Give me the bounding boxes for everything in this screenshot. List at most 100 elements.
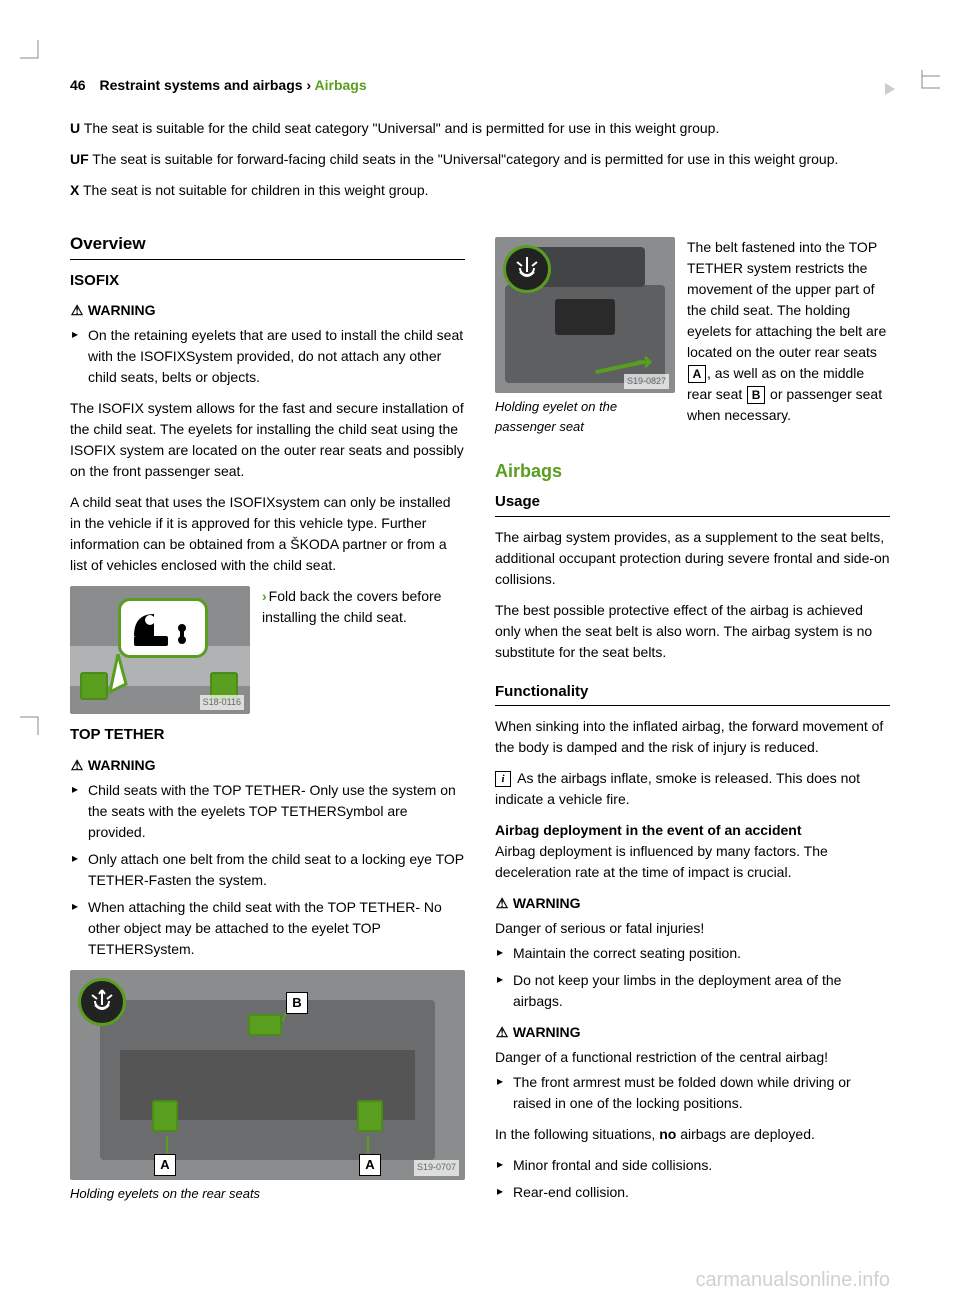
page-arrow-icon: [885, 83, 895, 95]
warning-list: Maintain the correct seating position. D…: [495, 943, 890, 1012]
marker-a: A: [154, 1154, 176, 1176]
definition-uf: UF The seat is suitable for forward-faci…: [70, 149, 890, 170]
def-x-label: X: [70, 182, 79, 198]
usage-para: The airbag system provides, as a supplem…: [495, 527, 890, 590]
warning-list: The front armrest must be folded down wh…: [495, 1072, 890, 1114]
chevron-icon: ›: [262, 588, 267, 604]
isofix-para: The ISOFIX system allows for the fast an…: [70, 398, 465, 482]
figure-row: S18-0116 ›Fold back the covers before in…: [70, 586, 465, 714]
definitions-block: U The seat is suitable for the child sea…: [70, 118, 890, 201]
info-icon: i: [495, 771, 511, 787]
top-tether-heading: TOP TETHER: [70, 724, 465, 747]
section-title: Airbags: [315, 77, 367, 93]
inline-marker-b: B: [747, 386, 765, 404]
page-number: 46: [70, 77, 86, 93]
warning-label: WARNING: [513, 895, 581, 911]
list-item: Only attach one belt from the child seat…: [70, 849, 465, 891]
figure-caption: Holding eyelet on the passenger seat: [495, 397, 675, 436]
inline-marker-a: A: [688, 365, 706, 383]
figure-code: S19-0827: [624, 374, 669, 390]
no-airbag-list: Minor frontal and side collisions. Rear-…: [495, 1155, 890, 1203]
divider: [495, 705, 890, 706]
warning-triangle-icon: ⚠: [495, 1022, 509, 1043]
warning-intro: Danger of a functional restriction of th…: [495, 1047, 890, 1068]
tether-anchor-icon: [503, 245, 551, 293]
no-airbag-text-2: airbags are deployed.: [676, 1126, 815, 1142]
list-item: Child seats with the TOP TETHER- Only us…: [70, 780, 465, 843]
warning-heading: ⚠ WARNING: [495, 1022, 890, 1043]
def-uf-text: The seat is suitable for forward-facing …: [89, 151, 839, 167]
overview-heading: Overview: [70, 231, 465, 257]
definition-x: X The seat is not suitable for children …: [70, 180, 890, 201]
warning-label: WARNING: [513, 1024, 581, 1040]
left-column: Overview ISOFIX ⚠ WARNING On the retaini…: [70, 231, 465, 1215]
list-item: The front armrest must be folded down wh…: [495, 1072, 890, 1114]
list-item: When attaching the child seat with the T…: [70, 897, 465, 960]
rear-seat-eyelets-figure: A A B S19-0707: [70, 970, 465, 1180]
info-text: As the airbags inflate, smoke is release…: [495, 770, 860, 807]
top-tether-warning-list: Child seats with the TOP TETHER- Only us…: [70, 780, 465, 960]
isofix-heading: ISOFIX: [70, 270, 465, 293]
isofix-cover-figure: S18-0116: [70, 586, 250, 714]
no-airbag-intro: In the following situations, no airbags …: [495, 1124, 890, 1145]
divider: [70, 259, 465, 260]
divider: [495, 516, 890, 517]
crop-mark-icon: [20, 711, 44, 735]
deployment-block: Airbag deployment in the event of an acc…: [495, 820, 890, 883]
callout-tail: [108, 654, 128, 694]
breadcrumb-separator: ›: [306, 77, 311, 93]
definition-u: U The seat is suitable for the child sea…: [70, 118, 890, 139]
deployment-text: Airbag deployment is influenced by many …: [495, 843, 828, 880]
figure-side-text: ›Fold back the covers before installing …: [262, 586, 465, 628]
crop-mark-icon: [916, 70, 940, 94]
def-uf-label: UF: [70, 151, 89, 167]
right-column: S19-0827 Holding eyelet on the passenger…: [495, 231, 890, 1215]
child-seat-icon: [128, 606, 198, 650]
list-item: On the retaining eyelets that are used t…: [70, 325, 465, 388]
chapter-title: Restraint systems and airbags: [99, 77, 302, 93]
list-item: Maintain the correct seating position.: [495, 943, 890, 964]
functionality-para: When sinking into the inflated airbag, t…: [495, 716, 890, 758]
def-u-text: The seat is suitable for the child seat …: [80, 120, 719, 136]
fold-back-text: Fold back the covers before installing t…: [262, 588, 441, 625]
arrow-icon: [635, 353, 653, 371]
warning-heading: ⚠ WARNING: [70, 300, 465, 321]
warning-heading: ⚠ WARNING: [70, 755, 465, 776]
def-x-text: The seat is not suitable for children in…: [79, 182, 428, 198]
page-header: 46 Restraint systems and airbags › Airba…: [70, 75, 890, 96]
list-item: Minor frontal and side collisions.: [495, 1155, 890, 1176]
figure-caption: Holding eyelets on the rear seats: [70, 1184, 465, 1204]
figure-code: S18-0116: [200, 695, 244, 711]
usage-para: The best possible protective effect of t…: [495, 600, 890, 663]
content-columns: Overview ISOFIX ⚠ WARNING On the retaini…: [70, 231, 890, 1215]
warning-label: WARNING: [88, 302, 156, 318]
tether-belt-text-1: The belt fastened into the TOP TETHER sy…: [687, 239, 886, 360]
deployment-heading: Airbag deployment in the event of an acc…: [495, 822, 802, 838]
marker-b: B: [286, 992, 308, 1014]
warning-triangle-icon: ⚠: [70, 755, 84, 776]
warning-heading: ⚠ WARNING: [495, 893, 890, 914]
tether-anchor-icon: [78, 978, 126, 1026]
no-airbag-bold: no: [659, 1126, 676, 1142]
warning-triangle-icon: ⚠: [70, 300, 84, 321]
watermark: carmanualsonline.info: [695, 1265, 890, 1295]
list-item: Rear-end collision.: [495, 1182, 890, 1203]
isofix-warning-list: On the retaining eyelets that are used t…: [70, 325, 465, 388]
usage-heading: Usage: [495, 491, 890, 514]
warning-label: WARNING: [88, 757, 156, 773]
figure-row: S19-0827 Holding eyelet on the passenger…: [495, 237, 890, 448]
passenger-seat-eyelet-figure: S19-0827: [495, 237, 675, 393]
warning-intro: Danger of serious or fatal injuries!: [495, 918, 890, 939]
isofix-para: A child seat that uses the ISOFIXsystem …: [70, 492, 465, 576]
no-airbag-text-1: In the following situations,: [495, 1126, 659, 1142]
functionality-heading: Functionality: [495, 681, 890, 704]
info-note: i As the airbags inflate, smoke is relea…: [495, 768, 890, 810]
figure-code: S19-0707: [414, 1160, 459, 1176]
warning-triangle-icon: ⚠: [495, 893, 509, 914]
def-u-label: U: [70, 120, 80, 136]
crop-mark-icon: [20, 40, 44, 64]
airbags-heading: Airbags: [495, 458, 890, 485]
figure-side-text: The belt fastened into the TOP TETHER sy…: [687, 237, 890, 426]
marker-a: A: [359, 1154, 381, 1176]
list-item: Do not keep your limbs in the deployment…: [495, 970, 890, 1012]
